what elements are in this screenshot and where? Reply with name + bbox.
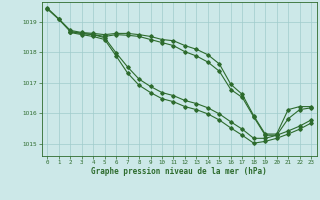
X-axis label: Graphe pression niveau de la mer (hPa): Graphe pression niveau de la mer (hPa) xyxy=(91,167,267,176)
